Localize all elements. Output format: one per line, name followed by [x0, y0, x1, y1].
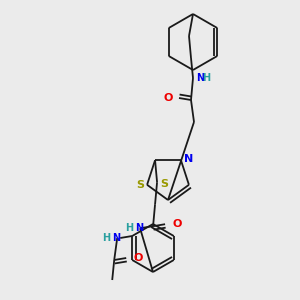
Text: N: N: [135, 223, 143, 233]
Text: O: O: [164, 93, 173, 103]
Text: S: S: [136, 180, 144, 190]
Text: S: S: [160, 179, 168, 189]
Text: N: N: [184, 154, 193, 164]
Text: H: H: [202, 73, 211, 83]
Text: N: N: [112, 233, 120, 243]
Text: O: O: [133, 253, 142, 263]
Text: H: H: [125, 223, 133, 233]
Text: N: N: [196, 73, 204, 83]
Text: O: O: [172, 219, 182, 229]
Text: H: H: [102, 233, 110, 243]
